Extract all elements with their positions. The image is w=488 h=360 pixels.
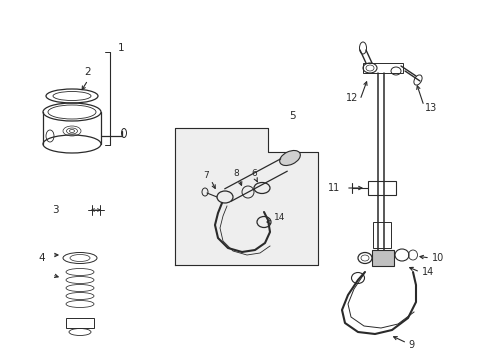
Text: 6: 6 bbox=[251, 168, 256, 177]
Text: 7: 7 bbox=[203, 171, 208, 180]
Bar bbox=[371, 250, 393, 266]
Bar bbox=[66, 318, 94, 328]
Text: 8: 8 bbox=[233, 168, 238, 177]
Text: 13: 13 bbox=[424, 103, 436, 113]
Polygon shape bbox=[175, 128, 317, 265]
Text: 4: 4 bbox=[39, 253, 45, 263]
Text: 1: 1 bbox=[118, 43, 124, 53]
Bar bbox=[367, 181, 395, 195]
Bar bbox=[362, 63, 402, 73]
Text: 9: 9 bbox=[407, 340, 413, 350]
Text: 14: 14 bbox=[273, 213, 285, 222]
Text: 14: 14 bbox=[421, 267, 433, 277]
Text: 5: 5 bbox=[289, 111, 296, 121]
Text: 11: 11 bbox=[327, 183, 339, 193]
Bar bbox=[372, 222, 390, 248]
Text: 3: 3 bbox=[52, 205, 58, 215]
Text: 10: 10 bbox=[431, 253, 443, 263]
Text: 12: 12 bbox=[345, 93, 357, 103]
Ellipse shape bbox=[279, 150, 300, 166]
Text: 2: 2 bbox=[84, 67, 90, 77]
